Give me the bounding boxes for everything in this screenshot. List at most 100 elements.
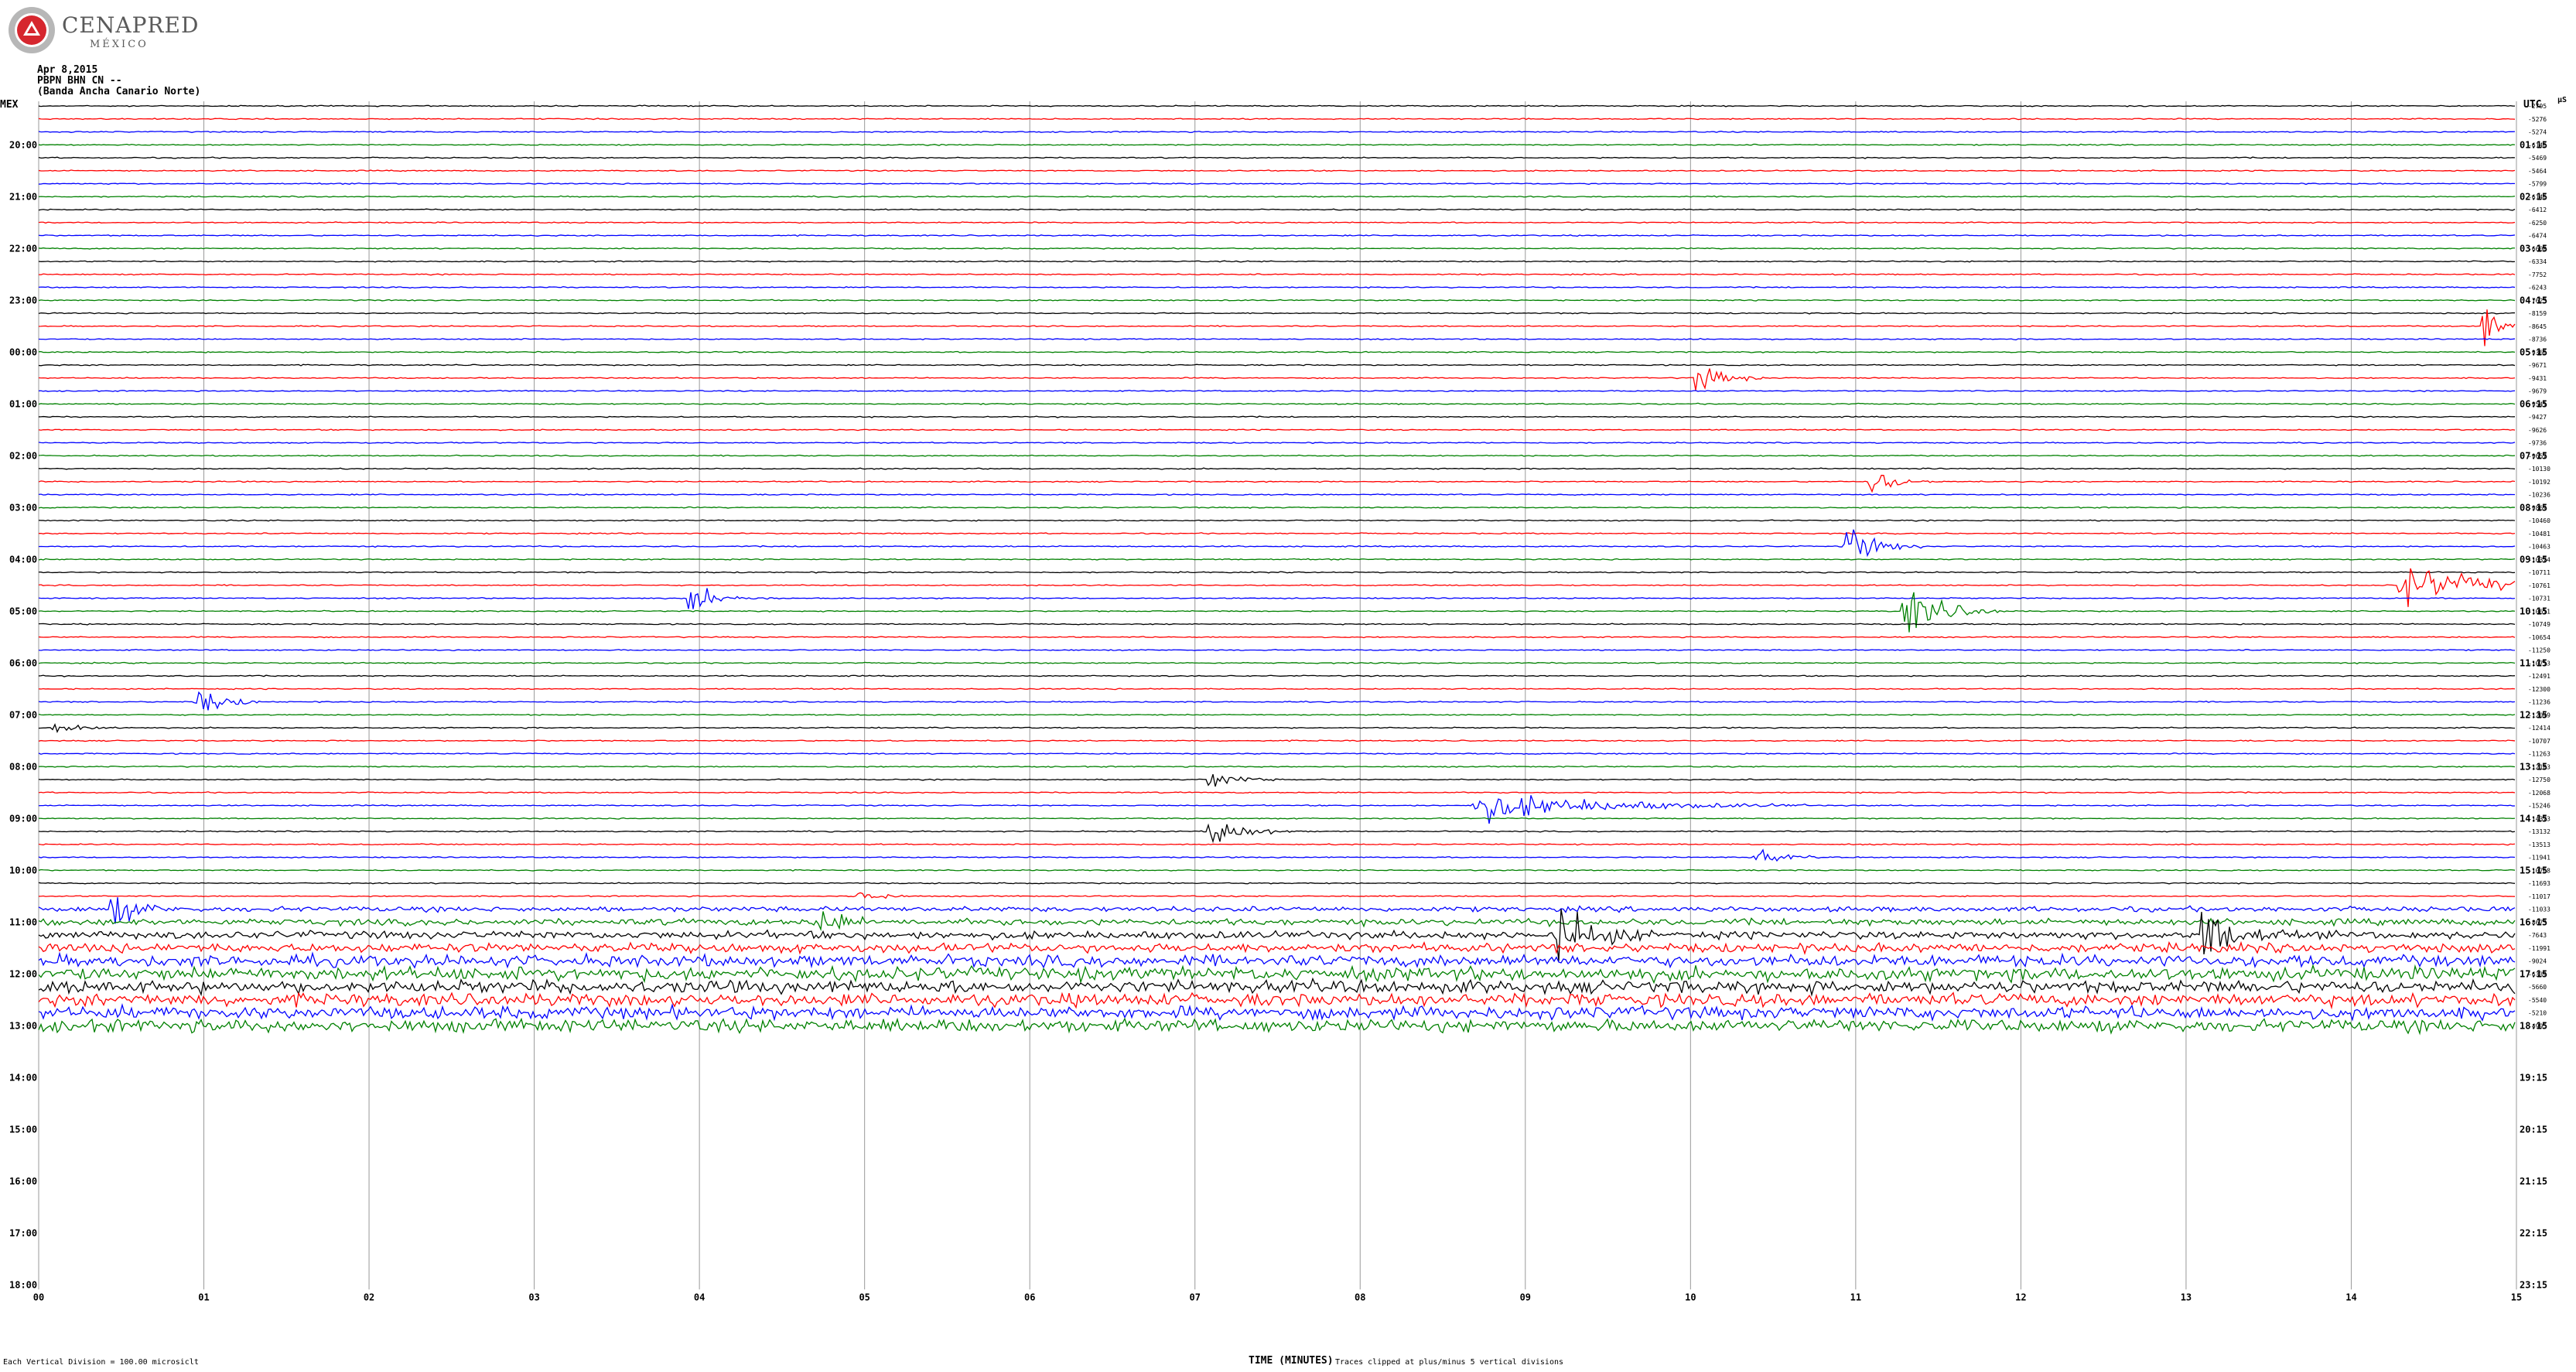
seismic-trace bbox=[38, 991, 2516, 1010]
cenapred-emblem-icon bbox=[9, 7, 55, 53]
station-name: (Banda Ancha Canario Norte) bbox=[37, 86, 201, 97]
utc-hour-label: 11:15 bbox=[2520, 657, 2547, 668]
trace-offset-label: -5276 bbox=[2528, 116, 2547, 123]
seismic-trace bbox=[38, 623, 2516, 626]
trace-offset-label: -12103 bbox=[2528, 763, 2550, 770]
trace-offset-label: -8736 bbox=[2528, 336, 2547, 343]
trace-offset-label: -11693 bbox=[2528, 880, 2550, 887]
trace-offset-label: -13132 bbox=[2528, 828, 2550, 835]
trace-offset-label: -6146 bbox=[2528, 142, 2547, 148]
seismic-trace bbox=[38, 467, 2516, 470]
seismic-trace bbox=[38, 350, 2516, 353]
local-hour-label: 11:00 bbox=[9, 916, 37, 927]
minute-tick-label: 00 bbox=[33, 1292, 44, 1302]
seismic-trace bbox=[38, 454, 2516, 457]
seismic-trace bbox=[38, 882, 2516, 885]
seismic-trace bbox=[38, 911, 2516, 932]
trace-offset-label: -12750 bbox=[2528, 776, 2550, 783]
seismic-trace bbox=[38, 723, 2516, 733]
seismic-trace bbox=[38, 752, 2516, 756]
seismic-trace bbox=[38, 636, 2516, 639]
trace-offset-label: -11017 bbox=[2528, 893, 2550, 900]
trace-offset-label: -12414 bbox=[2528, 725, 2550, 732]
record-date: Apr 8,2015 bbox=[37, 64, 98, 76]
offset-unit-label: μS bbox=[2557, 96, 2567, 104]
utc-hour-label: 14:15 bbox=[2520, 813, 2547, 824]
seismic-trace bbox=[38, 909, 2516, 961]
trace-offset-label: -5540 bbox=[2528, 997, 2547, 1004]
seismic-trace bbox=[38, 848, 2516, 862]
trace-offset-label: -12049 bbox=[2528, 712, 2550, 718]
trace-offset-label: -5210 bbox=[2528, 1010, 2547, 1017]
utc-hour-label: 12:15 bbox=[2520, 709, 2547, 720]
seismic-trace bbox=[38, 208, 2516, 211]
utc-hour-label: 01:15 bbox=[2520, 139, 2547, 150]
seismic-trace bbox=[38, 169, 2516, 172]
trace-offset-label: -9626 bbox=[2528, 427, 2547, 434]
utc-hour-label: 21:15 bbox=[2520, 1176, 2547, 1186]
local-hour-label: 23:00 bbox=[9, 295, 37, 305]
x-axis-title: TIME (MINUTES) bbox=[1249, 1355, 1334, 1367]
seismic-trace bbox=[38, 493, 2516, 497]
local-hour-label: 03:00 bbox=[9, 502, 37, 513]
seismic-trace bbox=[38, 221, 2516, 224]
trace-offset-label: -9431 bbox=[2528, 375, 2547, 382]
local-hour-label: 12:00 bbox=[9, 968, 37, 979]
trace-offset-label: -7752 bbox=[2528, 271, 2547, 278]
seismic-trace bbox=[38, 892, 2516, 899]
trace-offset-label: -6334 bbox=[2528, 258, 2547, 265]
trace-offset-label: -8673 bbox=[2528, 919, 2547, 926]
seismic-trace bbox=[38, 773, 2516, 787]
seismic-trace bbox=[38, 964, 2516, 985]
trace-offset-label: -10707 bbox=[2528, 738, 2550, 745]
utc-hour-label: 10:15 bbox=[2520, 606, 2547, 616]
trace-offset-label: -9736 bbox=[2528, 440, 2547, 447]
minute-tick-label: 04 bbox=[694, 1292, 705, 1302]
seismic-trace bbox=[38, 299, 2516, 302]
local-hour-label: 22:00 bbox=[9, 243, 37, 254]
local-hour-label: 17:00 bbox=[9, 1227, 37, 1238]
utc-hour-label: 13:15 bbox=[2520, 761, 2547, 772]
trace-offset-label: -9869 bbox=[2528, 504, 2547, 511]
trace-offset-label: -9657 bbox=[2528, 452, 2547, 459]
trace-offset-label: -7643 bbox=[2528, 932, 2547, 939]
trace-offset-label: -10236 bbox=[2528, 492, 2550, 499]
minute-tick-label: 12 bbox=[2015, 1292, 2026, 1302]
minute-tick-label: 05 bbox=[859, 1292, 869, 1302]
trace-offset-label: -14373 bbox=[2528, 815, 2550, 822]
trace-offset-label: -12300 bbox=[2528, 686, 2550, 693]
trace-offset-label: -10768 bbox=[2528, 867, 2550, 874]
trace-offset-label: -10711 bbox=[2528, 569, 2550, 576]
trace-offset-label: -10654 bbox=[2528, 634, 2550, 641]
seismic-trace bbox=[38, 568, 2516, 607]
seismic-trace bbox=[38, 389, 2516, 393]
trace-offset-label: -10611 bbox=[2528, 608, 2550, 615]
seismic-trace bbox=[38, 951, 2516, 969]
utc-hour-label: 09:15 bbox=[2520, 554, 2547, 565]
utc-hour-label: 05:15 bbox=[2520, 346, 2547, 357]
trace-offset-label: -5464 bbox=[2528, 168, 2547, 175]
trace-offset-label: -10713 bbox=[2528, 660, 2550, 667]
seismic-trace bbox=[38, 143, 2516, 146]
utc-hour-label: 20:15 bbox=[2520, 1124, 2547, 1135]
seismic-trace bbox=[38, 843, 2516, 846]
trace-offset-label: -10481 bbox=[2528, 531, 2550, 538]
trace-offset-label: -10749 bbox=[2528, 621, 2550, 628]
minute-tick-label: 10 bbox=[1685, 1292, 1696, 1302]
trace-offset-label: -5660 bbox=[2528, 984, 2547, 991]
seismic-trace bbox=[38, 506, 2516, 509]
seismic-trace bbox=[38, 592, 2516, 633]
seismic-trace bbox=[38, 897, 2516, 924]
trace-offset-label: -10192 bbox=[2528, 479, 2550, 486]
utc-hour-label: 19:15 bbox=[2520, 1072, 2547, 1083]
seismic-trace bbox=[38, 118, 2516, 121]
seismic-trace bbox=[38, 195, 2516, 198]
utc-hour-label: 23:15 bbox=[2520, 1279, 2547, 1290]
seismic-trace bbox=[38, 402, 2516, 405]
seismic-trace bbox=[38, 691, 2516, 711]
minute-tick-label: 07 bbox=[1190, 1292, 1201, 1302]
seismic-trace bbox=[38, 688, 2516, 691]
seismic-trace bbox=[38, 441, 2516, 445]
trace-offset-label: -10130 bbox=[2528, 466, 2550, 473]
seismic-trace bbox=[38, 558, 2516, 561]
